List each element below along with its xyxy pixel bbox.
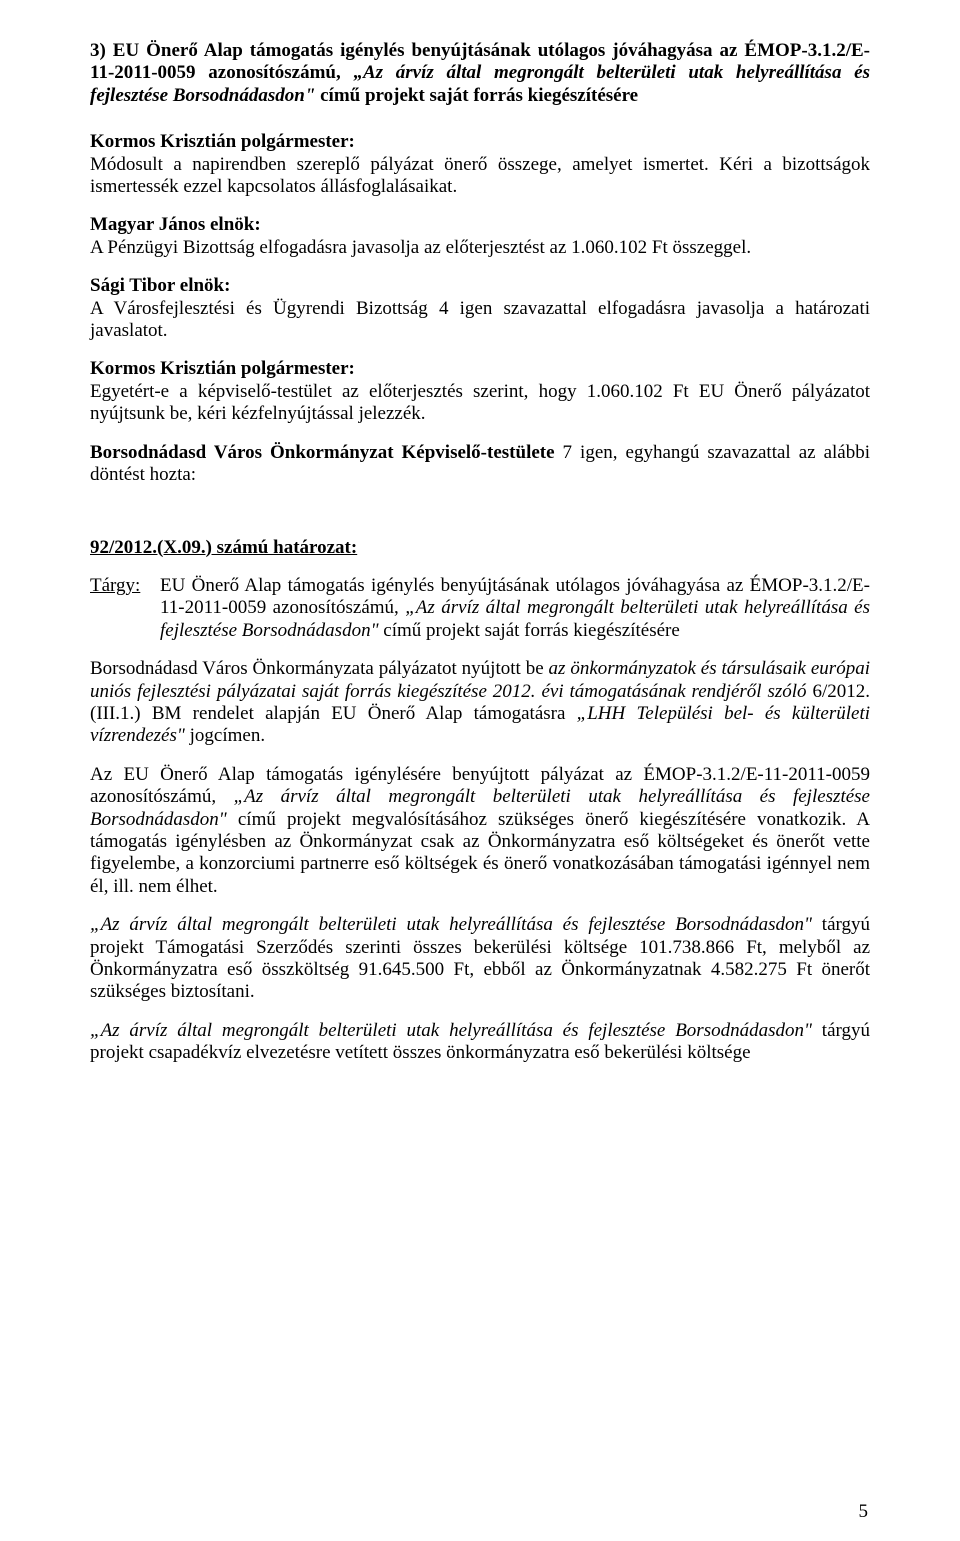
speaker-sagi: Sági Tibor elnök: <box>90 275 870 297</box>
targy-label: Tárgy: <box>90 575 160 597</box>
agenda-item-heading: 3) EU Önerő Alap támogatás igénylés beny… <box>90 40 870 107</box>
magyar-text: A Pénzügyi Bizottság elfogadásra javasol… <box>90 237 870 259</box>
speaker-kormos-2: Kormos Krisztián polgármester: <box>90 358 870 380</box>
body1-post: jogcímen. <box>185 725 265 746</box>
body-para-3: „Az árvíz által megrongált belterületi u… <box>90 914 870 1004</box>
body-para-2: Az EU Önerő Alap támogatás igénylésére b… <box>90 764 870 898</box>
body-para-1: Borsodnádasd Város Önkormányzata pályáza… <box>90 658 870 748</box>
heading-suffix: című projekt saját forrás kiegészítésére <box>315 85 638 106</box>
document-page: 3) EU Önerő Alap támogatás igénylés beny… <box>0 0 960 1541</box>
vote-bold: Borsodnádasd Város Önkormányzat Képvisel… <box>90 442 555 463</box>
body3-i1: „Az árvíz által megrongált belterületi u… <box>90 914 812 935</box>
vote-result: Borsodnádasd Város Önkormányzat Képvisel… <box>90 442 870 487</box>
speaker-magyar: Magyar János elnök: <box>90 214 870 236</box>
speaker-kormos-1: Kormos Krisztián polgármester: <box>90 131 870 153</box>
resolution-number: 92/2012.(X.09.) számú határozat: <box>90 537 870 559</box>
page-number: 5 <box>859 1501 869 1523</box>
targy-suffix: című projekt saját forrás kiegészítésére <box>379 620 680 641</box>
kormos-1-text: Módosult a napirendben szereplő pályázat… <box>90 154 870 199</box>
sagi-text: A Városfejlesztési és Ügyrendi Bizottság… <box>90 298 870 343</box>
resolution-subject: Tárgy:EU Önerő Alap támogatás igénylés b… <box>90 575 870 642</box>
body1-pre: Borsodnádasd Város Önkormányzata pályáza… <box>90 658 549 679</box>
kormos-2-text: Egyetért-e a képviselő-testület az előte… <box>90 381 870 426</box>
body4-i1: „Az árvíz által megrongált belterületi u… <box>90 1020 812 1041</box>
body-para-4: „Az árvíz által megrongált belterületi u… <box>90 1020 870 1065</box>
